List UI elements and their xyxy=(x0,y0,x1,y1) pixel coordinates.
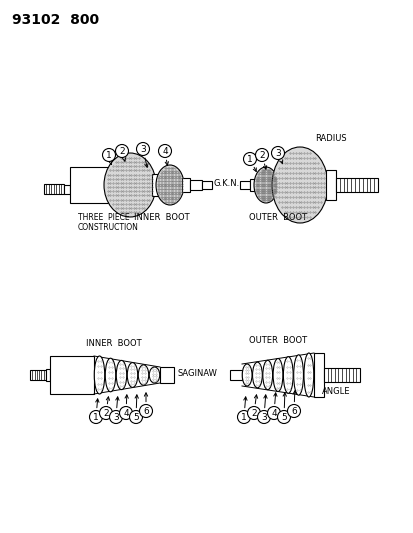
Ellipse shape xyxy=(105,358,116,392)
Circle shape xyxy=(243,152,256,166)
Circle shape xyxy=(271,147,284,159)
Text: 3: 3 xyxy=(261,413,266,422)
Circle shape xyxy=(136,142,149,156)
Text: INNER  BOOT: INNER BOOT xyxy=(86,339,142,348)
Ellipse shape xyxy=(94,356,104,394)
Text: 1: 1 xyxy=(93,413,99,422)
Bar xyxy=(50,356,94,394)
Bar xyxy=(202,181,211,189)
Text: 4: 4 xyxy=(162,147,167,156)
Text: 4: 4 xyxy=(271,408,276,417)
Ellipse shape xyxy=(252,362,262,388)
Text: 6: 6 xyxy=(143,407,149,416)
Circle shape xyxy=(99,407,112,419)
Bar xyxy=(44,184,64,194)
Ellipse shape xyxy=(254,167,277,203)
Ellipse shape xyxy=(293,355,303,395)
Bar xyxy=(159,367,173,383)
Bar xyxy=(325,170,335,200)
Ellipse shape xyxy=(303,353,313,397)
Bar xyxy=(70,167,108,203)
Bar xyxy=(323,368,359,382)
Ellipse shape xyxy=(271,147,327,223)
Ellipse shape xyxy=(262,360,272,390)
Text: ANGLE: ANGLE xyxy=(321,387,350,396)
Circle shape xyxy=(139,405,152,417)
Text: 4: 4 xyxy=(123,408,128,417)
Circle shape xyxy=(158,144,171,157)
Ellipse shape xyxy=(149,367,159,383)
Bar xyxy=(275,174,283,196)
Text: THREE  PIECE
CONSTRUCTION: THREE PIECE CONSTRUCTION xyxy=(78,213,138,232)
Bar xyxy=(182,178,190,192)
Bar xyxy=(313,353,323,397)
Text: 5: 5 xyxy=(280,413,286,422)
Circle shape xyxy=(89,410,102,424)
Ellipse shape xyxy=(116,360,126,390)
Bar xyxy=(190,180,202,190)
Ellipse shape xyxy=(242,364,252,386)
Ellipse shape xyxy=(127,362,138,387)
Circle shape xyxy=(129,410,142,424)
Circle shape xyxy=(267,407,280,419)
Bar xyxy=(230,370,242,380)
Circle shape xyxy=(237,410,250,424)
Text: 2: 2 xyxy=(119,147,124,156)
Bar xyxy=(152,174,161,196)
Circle shape xyxy=(277,410,290,424)
Circle shape xyxy=(119,407,132,419)
Bar xyxy=(46,369,50,381)
Text: 6: 6 xyxy=(290,407,296,416)
Text: 2: 2 xyxy=(259,150,264,159)
Text: 3: 3 xyxy=(140,144,145,154)
Circle shape xyxy=(257,410,270,424)
Ellipse shape xyxy=(283,357,292,393)
Bar xyxy=(335,178,377,192)
Circle shape xyxy=(247,407,260,419)
Text: 3: 3 xyxy=(113,413,119,422)
Text: RADIUS: RADIUS xyxy=(314,134,346,143)
Text: 2: 2 xyxy=(103,408,109,417)
Bar xyxy=(30,370,46,380)
Text: 3: 3 xyxy=(275,149,280,157)
Text: 2: 2 xyxy=(251,408,256,417)
Text: OUTER  BOOT: OUTER BOOT xyxy=(248,213,306,222)
Circle shape xyxy=(102,149,115,161)
Circle shape xyxy=(115,144,128,157)
Ellipse shape xyxy=(156,165,183,205)
Bar xyxy=(249,179,257,191)
Bar xyxy=(64,184,70,193)
Circle shape xyxy=(287,405,300,417)
Text: 1: 1 xyxy=(247,155,252,164)
Text: 93102  800: 93102 800 xyxy=(12,13,99,27)
Text: G.K.N.: G.K.N. xyxy=(214,179,240,188)
Text: 1: 1 xyxy=(240,413,246,422)
Bar xyxy=(240,181,249,189)
Circle shape xyxy=(109,410,122,424)
Circle shape xyxy=(255,149,268,161)
Text: 1: 1 xyxy=(106,150,112,159)
Ellipse shape xyxy=(138,365,148,385)
Text: OUTER  BOOT: OUTER BOOT xyxy=(248,336,306,345)
Text: SAGINAW: SAGINAW xyxy=(178,368,217,377)
Text: INNER  BOOT: INNER BOOT xyxy=(134,213,189,222)
Ellipse shape xyxy=(273,359,282,392)
Text: 5: 5 xyxy=(133,413,138,422)
Ellipse shape xyxy=(104,153,156,217)
